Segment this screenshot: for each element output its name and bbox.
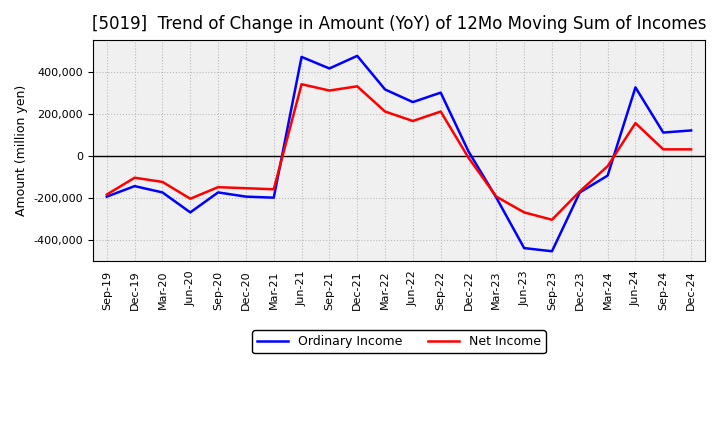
Net Income <box>325 88 333 93</box>
Ordinary Income <box>548 249 557 254</box>
Ordinary Income <box>492 195 500 200</box>
Legend: Ordinary Income, Net Income: Ordinary Income, Net Income <box>252 330 546 353</box>
Net Income <box>130 175 139 180</box>
Net Income <box>575 189 584 194</box>
Net Income <box>186 196 194 202</box>
Net Income <box>353 84 361 89</box>
Ordinary Income <box>186 210 194 215</box>
Net Income <box>603 164 612 169</box>
Ordinary Income <box>130 183 139 189</box>
Title: [5019]  Trend of Change in Amount (YoY) of 12Mo Moving Sum of Incomes: [5019] Trend of Change in Amount (YoY) o… <box>91 15 706 33</box>
Ordinary Income <box>436 90 445 95</box>
Net Income <box>408 118 417 124</box>
Net Income <box>102 192 111 197</box>
Ordinary Income <box>297 54 306 59</box>
Ordinary Income <box>158 190 167 195</box>
Ordinary Income <box>603 173 612 178</box>
Ordinary Income <box>102 194 111 199</box>
Net Income <box>631 121 640 126</box>
Ordinary Income <box>464 149 473 154</box>
Net Income <box>548 217 557 222</box>
Net Income <box>464 155 473 161</box>
Ordinary Income <box>408 99 417 105</box>
Y-axis label: Amount (million yen): Amount (million yen) <box>15 85 28 216</box>
Net Income <box>436 109 445 114</box>
Net Income <box>381 109 390 114</box>
Net Income <box>269 187 278 192</box>
Net Income <box>520 210 528 215</box>
Net Income <box>242 186 251 191</box>
Ordinary Income <box>325 66 333 71</box>
Ordinary Income <box>659 130 667 135</box>
Net Income <box>297 81 306 87</box>
Net Income <box>659 147 667 152</box>
Line: Ordinary Income: Ordinary Income <box>107 56 691 251</box>
Ordinary Income <box>214 190 222 195</box>
Ordinary Income <box>520 246 528 251</box>
Line: Net Income: Net Income <box>107 84 691 220</box>
Net Income <box>492 194 500 199</box>
Ordinary Income <box>242 194 251 199</box>
Ordinary Income <box>353 53 361 59</box>
Net Income <box>687 147 696 152</box>
Ordinary Income <box>631 85 640 90</box>
Ordinary Income <box>687 128 696 133</box>
Ordinary Income <box>381 87 390 92</box>
Net Income <box>214 184 222 190</box>
Net Income <box>158 179 167 184</box>
Ordinary Income <box>269 195 278 200</box>
Ordinary Income <box>575 190 584 195</box>
